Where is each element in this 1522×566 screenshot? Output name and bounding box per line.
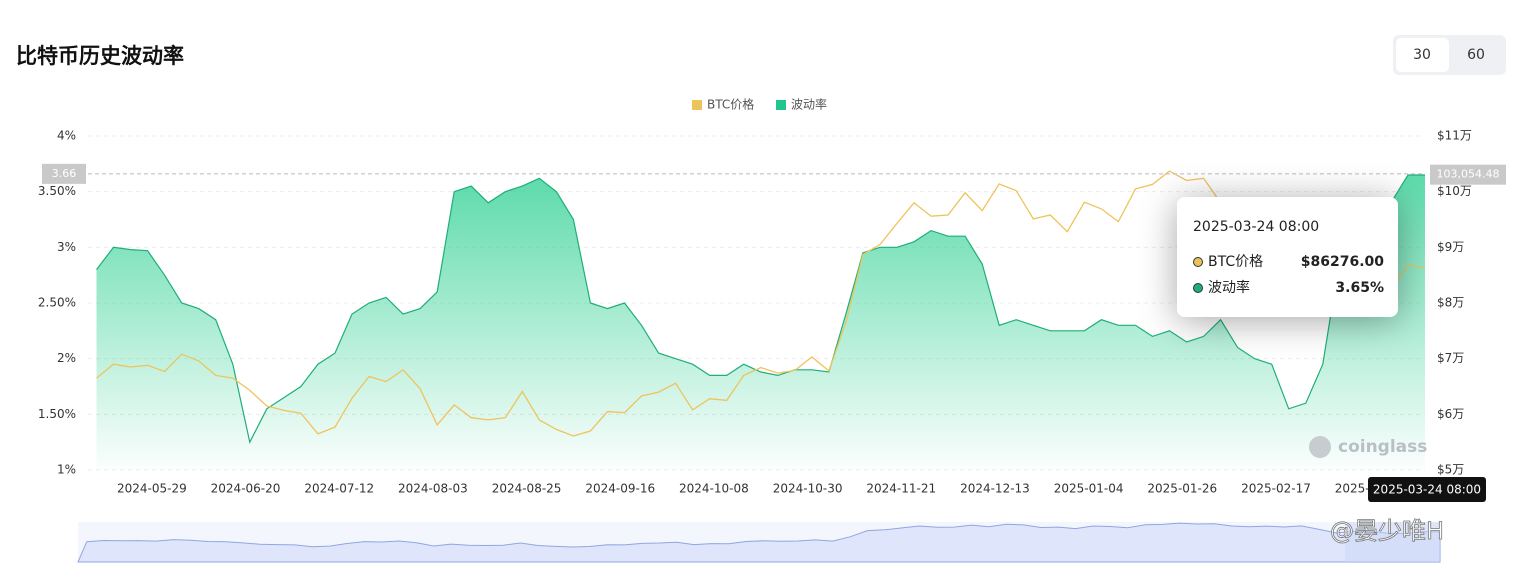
tooltip-dot — [1193, 257, 1203, 267]
crosshair-y-label: 3.66 — [52, 167, 77, 180]
y2-tick-label: $9万 — [1437, 240, 1464, 254]
y2-tick-label: $10万 — [1437, 184, 1472, 198]
x-tick-label: 2025-02-17 — [1241, 482, 1311, 496]
x-tick-label: 2024-10-08 — [679, 482, 749, 496]
crosshair-y-box — [42, 163, 86, 184]
tooltip-box — [1177, 197, 1398, 317]
chart-title: 比特币历史波动率 — [16, 44, 184, 68]
x-tick-label: 2024-08-25 — [492, 482, 562, 496]
watermark: coinglass — [1338, 437, 1427, 457]
legend-label: 波动率 — [791, 97, 827, 112]
crosshair-x-box — [1368, 477, 1486, 502]
credit: @晏少唯H — [1330, 517, 1444, 545]
watermark-logo — [1309, 436, 1331, 458]
x-tick-label: 2024-06-20 — [211, 482, 281, 496]
volatility-area — [96, 175, 1425, 470]
tooltip-name: BTC价格 — [1208, 254, 1263, 270]
legend-swatch — [692, 100, 702, 110]
y-tick-label: 1.50% — [38, 407, 76, 421]
x-tick-label: 2024-07-12 — [304, 482, 374, 496]
x-tick-label: 2024-08-03 — [398, 482, 468, 496]
window-option[interactable]: 30 — [1413, 47, 1431, 63]
window-option[interactable]: 60 — [1467, 47, 1485, 63]
volatility-line — [96, 174, 1425, 444]
crosshair-y2-box — [1430, 164, 1506, 185]
y2-tick-label: $6万 — [1437, 407, 1464, 421]
y-tick-label: 3% — [57, 240, 76, 254]
crosshair-y2-label: 103,054.48 — [1437, 168, 1500, 181]
y-tick-label: 4% — [57, 129, 76, 143]
y2-tick-label: $8万 — [1437, 296, 1464, 310]
tooltip-date: 2025-03-24 08:00 — [1193, 219, 1319, 235]
navigator-area — [77, 522, 1441, 563]
y-tick-label: 1% — [57, 463, 76, 477]
x-tick-label: 2025-01-04 — [1054, 482, 1124, 496]
x-tick-label: 2024-11-21 — [866, 482, 936, 496]
x-tick-label: 2024-09-16 — [585, 482, 655, 496]
crosshair-x-label: 2025-03-24 08:00 — [1373, 483, 1481, 497]
tooltip-value: $86276.00 — [1301, 254, 1385, 270]
navigator-window — [1345, 522, 1440, 562]
y-tick-label: 3.50% — [38, 184, 76, 198]
y2-tick-label: $11万 — [1437, 129, 1472, 143]
tooltip-dot — [1193, 283, 1203, 293]
y2-tick-label: $7万 — [1437, 351, 1464, 365]
price-line — [96, 170, 1426, 437]
legend-swatch — [776, 100, 786, 110]
x-tick-label: 2024-12-13 — [960, 482, 1030, 496]
x-tick-label: 2025-01-26 — [1147, 482, 1217, 496]
y-tick-label: 2.50% — [38, 296, 76, 310]
legend-label: BTC价格 — [707, 97, 754, 112]
tooltip-name: 波动率 — [1208, 279, 1250, 296]
y-tick-label: 2% — [57, 351, 76, 365]
window-button-active[interactable] — [1396, 38, 1449, 72]
x-tick-label: 2024-10-30 — [773, 482, 843, 496]
y2-tick-label: $5万 — [1437, 463, 1464, 477]
tooltip-value: 3.65% — [1335, 280, 1384, 296]
x-tick-label: 2024-05-29 — [117, 482, 187, 496]
